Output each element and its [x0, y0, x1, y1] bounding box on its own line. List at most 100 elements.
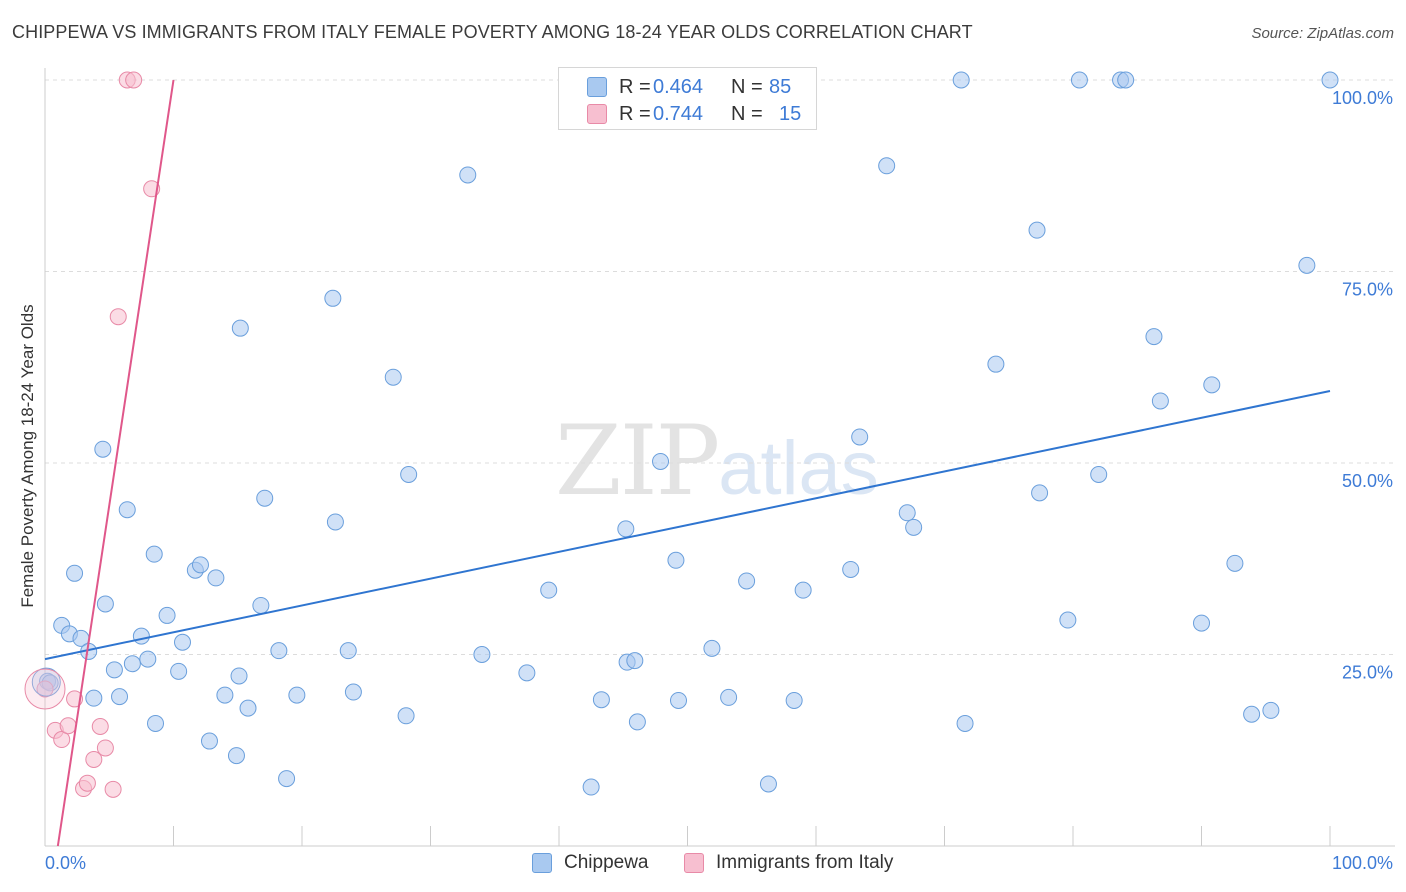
italy-point	[36, 680, 54, 698]
r-value-chippewa: 0.464	[653, 76, 704, 98]
chippewa-point	[270, 642, 288, 660]
chippewa-point	[400, 465, 418, 483]
y-tick-label: 25.0%	[1342, 663, 1393, 683]
chippewa-point	[158, 606, 176, 624]
legend-swatch-chippewa	[587, 77, 607, 97]
chippewa-point	[878, 157, 896, 175]
italy-point	[53, 731, 71, 749]
chippewa-point	[540, 581, 558, 599]
y-tick-label: 100.0%	[1332, 88, 1393, 108]
chippewa-point	[628, 713, 646, 731]
chippewa-point	[324, 289, 342, 307]
gridlines	[45, 79, 1395, 655]
chippewa-point	[216, 686, 234, 704]
chippewa-point	[1117, 71, 1135, 89]
chippewa-point	[230, 667, 248, 685]
chippewa-point	[905, 518, 923, 536]
chippewa-point	[207, 569, 225, 587]
n-label: N =	[731, 76, 763, 98]
chippewa-point	[344, 683, 362, 701]
chippewa-point	[384, 368, 402, 386]
chippewa-point	[670, 691, 688, 709]
chippewa-point	[85, 689, 103, 707]
legend-swatch-chippewa	[532, 853, 552, 873]
legend-swatch-italy	[587, 104, 607, 124]
chippewa-point	[200, 732, 218, 750]
italy-point	[85, 750, 103, 768]
chippewa-point	[145, 545, 163, 563]
r-value-italy: 0.744	[653, 103, 704, 125]
n-value-italy: 15	[779, 103, 802, 125]
chippewa-point	[617, 520, 635, 538]
chart-title: CHIPPEWA VS IMMIGRANTS FROM ITALY FEMALE…	[12, 22, 973, 42]
legend-label-italy: Immigrants from Italy	[716, 852, 894, 873]
chippewa-point	[288, 686, 306, 704]
chippewa-point	[123, 655, 141, 673]
chippewa-point	[851, 428, 869, 446]
chippewa-point	[1226, 554, 1244, 572]
legend-swatch-italy	[684, 853, 704, 873]
italy-point	[104, 780, 122, 798]
chippewa-point	[1031, 484, 1049, 502]
chippewa-point	[256, 489, 274, 507]
chippewa-point	[1262, 701, 1280, 719]
chippewa-point	[518, 664, 536, 682]
italy-trend-line	[56, 79, 175, 847]
chippewa-point	[1151, 392, 1169, 410]
chippewa-point	[626, 652, 644, 670]
chippewa-point	[96, 595, 114, 613]
italy-point	[96, 739, 114, 757]
chippewa-point	[397, 707, 415, 725]
chippewa-point	[173, 633, 191, 651]
axes	[44, 68, 1395, 847]
chippewa-point	[278, 770, 296, 788]
chippewa-point	[1090, 465, 1108, 483]
chippewa-point	[1203, 376, 1221, 394]
chippewa-point	[1145, 328, 1163, 346]
chippewa-point	[785, 691, 803, 709]
chippewa-point	[1070, 71, 1088, 89]
chippewa-point	[652, 452, 670, 470]
chippewa-trend-line	[44, 390, 1331, 661]
chippewa-point	[118, 501, 136, 519]
series-italy	[36, 71, 161, 798]
chippewa-point	[170, 662, 188, 680]
stats-legend: R = 0.464 N = 85 R = 0.744 N = 15	[558, 67, 817, 130]
x-tick-label-min: 0.0%	[45, 853, 86, 873]
chippewa-point	[132, 627, 150, 645]
chippewa-point	[738, 572, 756, 590]
chippewa-point	[66, 564, 84, 582]
chippewa-point	[842, 560, 860, 578]
italy-point	[78, 774, 96, 792]
tick-labels: 100.0% 75.0% 50.0% 25.0% 0.0% 100.0%	[45, 88, 1393, 873]
chippewa-point	[339, 642, 357, 660]
chippewa-point	[105, 661, 123, 679]
chippewa-point	[252, 596, 270, 614]
chippewa-point	[667, 551, 685, 569]
italy-cluster-point	[24, 668, 66, 710]
chippewa-point	[898, 504, 916, 522]
series-chippewa	[39, 71, 1339, 796]
italy-point	[91, 718, 109, 736]
chippewa-point	[1243, 705, 1261, 723]
chippewa-cluster-point	[31, 667, 61, 697]
chippewa-point	[703, 639, 721, 657]
chippewa-point	[956, 714, 974, 732]
chippewa-point	[239, 699, 257, 717]
r-label: R =	[619, 103, 651, 125]
n-value-chippewa: 85	[769, 76, 792, 98]
y-tick-label: 75.0%	[1342, 280, 1393, 300]
chippewa-point	[720, 688, 738, 706]
chippewa-point	[94, 440, 112, 458]
chippewa-point	[1193, 614, 1210, 632]
legend-label-chippewa: Chippewa	[564, 852, 649, 873]
chippewa-point	[987, 355, 1005, 373]
chippewa-point	[139, 650, 157, 668]
chippewa-point	[582, 778, 600, 796]
n-label: N =	[731, 103, 763, 125]
chippewa-point	[326, 513, 344, 531]
chippewa-point	[759, 775, 777, 793]
italy-point	[59, 717, 77, 735]
italy-point	[125, 71, 143, 89]
